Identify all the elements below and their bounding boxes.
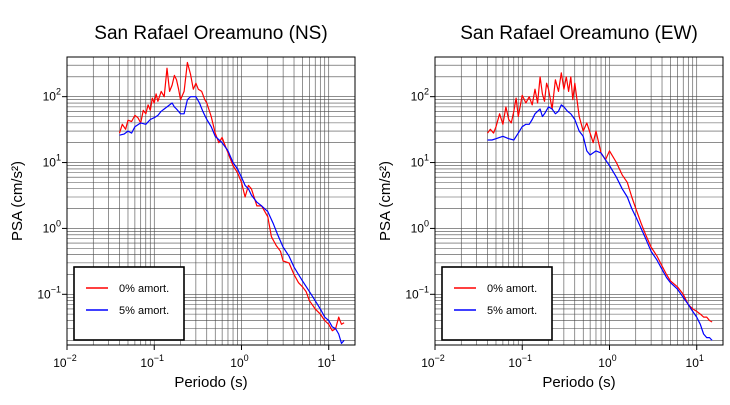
- y-axis-label: PSA (cm/s²): [377, 161, 394, 241]
- series-line-0: [118, 61, 345, 332]
- x-tick-label: 100: [598, 353, 616, 370]
- x-tick-exp: −2: [435, 353, 445, 363]
- chart-title: San Rafael Oreamuno (NS): [94, 23, 327, 44]
- x-tick-exp: −1: [522, 353, 532, 363]
- chart-title: San Rafael Oreamuno (EW): [460, 23, 698, 44]
- y-tick-exp: 0: [56, 218, 61, 228]
- y-tick-label: 100: [411, 218, 429, 235]
- y-tick-exp: 0: [424, 218, 429, 228]
- legend-label-0: 0% amort.: [487, 283, 537, 295]
- chart-panel-1: San Rafael Oreamuno (EW)10−2 10−1 100 10110…: [377, 23, 724, 391]
- y-tick-exp: 2: [56, 87, 61, 97]
- x-tick-label: 10−1: [140, 353, 164, 370]
- series-line-0: [487, 72, 713, 323]
- x-tick-base: 10: [686, 356, 700, 370]
- x-tick-base: 10: [598, 356, 612, 370]
- x-tick-exp: 1: [331, 353, 336, 363]
- y-tick-label: 101: [411, 153, 429, 170]
- legend-label-1: 5% amort.: [487, 305, 537, 317]
- x-tick-label: 101: [686, 353, 704, 370]
- x-tick-base: 10: [508, 356, 522, 370]
- x-tick-label: 10−2: [53, 353, 77, 370]
- plot-frame: [434, 56, 724, 346]
- y-tick-exp: 1: [56, 153, 61, 163]
- legend: 0% amort. 5% amort.: [73, 266, 185, 341]
- plot-frame: [66, 56, 356, 346]
- legend-box: [441, 266, 553, 341]
- legend-box: [73, 266, 185, 341]
- grid: [435, 57, 723, 345]
- x-tick-base: 10: [140, 356, 154, 370]
- y-tick-exp: −1: [419, 284, 429, 294]
- series-line-1: [119, 96, 345, 344]
- x-tick-exp: 0: [244, 353, 249, 363]
- y-tick-label: 102: [411, 87, 429, 104]
- x-axis-label: Periodo (s): [174, 374, 247, 391]
- grid: [67, 57, 355, 345]
- x-tick-base: 10: [53, 356, 67, 370]
- y-tick-label: 100: [43, 218, 61, 235]
- y-tick-base: 10: [43, 156, 57, 170]
- y-tick-label: 10−1: [405, 284, 429, 301]
- chart-panel-0: San Rafael Oreamuno (NS)10−2 10−1 100 10110…: [9, 23, 356, 391]
- y-tick-label: 101: [43, 153, 61, 170]
- x-tick-exp: 0: [612, 353, 617, 363]
- x-tick-label: 101: [318, 353, 336, 370]
- y-tick-label: 102: [43, 87, 61, 104]
- y-tick-label: 10−1: [37, 284, 61, 301]
- legend-label-0: 0% amort.: [119, 283, 169, 295]
- y-tick-base: 10: [411, 156, 425, 170]
- x-axis-label: Periodo (s): [542, 374, 615, 391]
- y-tick-base: 10: [37, 287, 51, 301]
- series-line-1: [487, 104, 713, 341]
- y-tick-exp: 1: [424, 153, 429, 163]
- x-tick-label: 10−1: [508, 353, 532, 370]
- x-tick-exp: −2: [67, 353, 77, 363]
- y-axis-label: PSA (cm/s²): [9, 161, 26, 241]
- x-tick-base: 10: [230, 356, 244, 370]
- x-tick-exp: 1: [699, 353, 704, 363]
- legend: 0% amort. 5% amort.: [441, 266, 553, 341]
- y-tick-base: 10: [411, 221, 425, 235]
- x-tick-base: 10: [421, 356, 435, 370]
- x-tick-label: 100: [230, 353, 248, 370]
- x-tick-label: 10−2: [421, 353, 445, 370]
- y-tick-base: 10: [405, 287, 419, 301]
- y-tick-exp: −1: [51, 284, 61, 294]
- x-tick-exp: −1: [154, 353, 164, 363]
- y-tick-base: 10: [411, 90, 425, 104]
- x-tick-base: 10: [318, 356, 332, 370]
- y-tick-base: 10: [43, 90, 57, 104]
- y-tick-exp: 2: [424, 87, 429, 97]
- legend-label-1: 5% amort.: [119, 305, 169, 317]
- y-tick-base: 10: [43, 221, 57, 235]
